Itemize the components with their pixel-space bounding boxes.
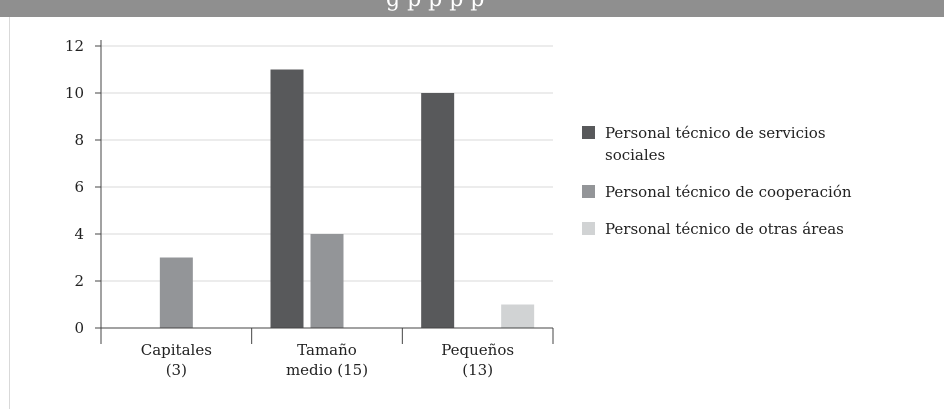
y-tick-label: 2 (74, 272, 84, 290)
y-tick-label: 12 (65, 37, 84, 55)
x-category-label: (13) (462, 361, 493, 379)
left-border-rule (9, 17, 10, 409)
header-bar: g p p p p (0, 0, 944, 17)
y-tick-label: 0 (74, 319, 84, 337)
y-tick-label: 8 (74, 131, 84, 149)
legend-label: Personal técnico de cooperación (605, 183, 852, 201)
legend-label: Personal técnico de otras áreas (605, 220, 844, 238)
bar (159, 257, 193, 328)
legend: Personal técnico de servicios sociales Per… (582, 124, 852, 238)
header-title: g p p p p (386, 0, 484, 12)
bars (159, 69, 535, 328)
y-tick-label: 6 (74, 178, 84, 196)
legend-swatch (582, 126, 595, 139)
bar (310, 234, 344, 328)
bar (270, 69, 304, 328)
y-tick-label: 4 (74, 225, 84, 243)
legend-swatch (582, 222, 595, 235)
y-tick-label: 10 (65, 84, 84, 102)
legend-label: Personal técnico de servicios (605, 124, 826, 142)
legend-swatch (582, 185, 595, 198)
bar (501, 304, 535, 328)
x-category-label: (3) (166, 361, 187, 379)
x-category-label: medio (15) (286, 361, 368, 379)
x-category-label: Tamaño (297, 341, 357, 359)
axes: 0 2 4 6 8 10 12 Capitales (3) Tamaño medio (15) Peq… (65, 37, 554, 379)
bar (421, 93, 455, 328)
legend-label: sociales (605, 146, 665, 164)
x-category-label: Capitales (141, 341, 212, 359)
x-category-label: Pequeños (441, 341, 514, 359)
